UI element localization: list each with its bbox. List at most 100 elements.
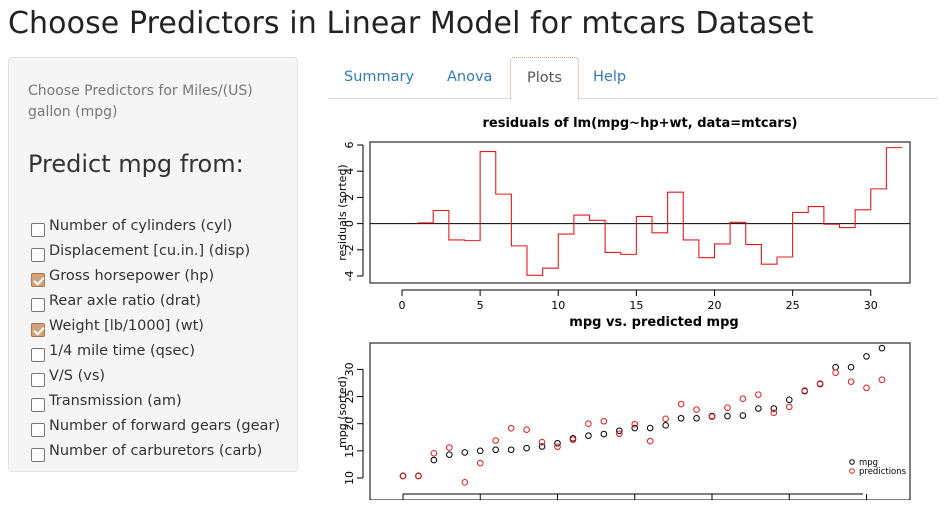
chart2-point-prediction [785, 403, 793, 411]
chart2-point-prediction [662, 415, 669, 423]
predictor-option-number-of-carburetors-carb[interactable]: Number of carburetors (carb) [31, 440, 262, 462]
chart2-point-prediction [724, 404, 731, 411]
predictor-checkbox[interactable] [31, 297, 45, 312]
chart1-residual-step-line [417, 147, 902, 276]
predictor-label: Number of carburetors (carb) [49, 443, 263, 459]
chart1-x-tick-label: 10 [551, 299, 565, 312]
chart2-point-mpg [492, 446, 499, 454]
predictor-option-transmission-am[interactable]: Transmission (am) [31, 390, 182, 412]
chart1-y-tick-label: 2 [343, 194, 356, 201]
chart2-point-mpg [554, 439, 561, 447]
chart2-y-tick-label: 25 [343, 390, 356, 404]
predictor-option-displacement-disp[interactable]: Displacement [cu.in.] (disp) [31, 240, 250, 262]
predictor-option-rear-axle-ratio-drat[interactable]: Rear axle ratio (drat) [31, 290, 201, 312]
chart2-point-prediction [523, 426, 530, 433]
chart2-legend-label: mpg [859, 458, 878, 468]
chart2-point-prediction [538, 438, 546, 446]
predictor-checkbox[interactable] [31, 422, 45, 437]
predictor-checkbox[interactable] [31, 447, 45, 462]
chart1-y-label: residuals (sorted) [336, 164, 349, 260]
chart2-point-mpg [476, 447, 484, 455]
chart1-x-tick-label: 5 [477, 299, 484, 312]
predictor-checkbox[interactable] [31, 347, 45, 362]
chart2-point-prediction [739, 395, 747, 403]
predictor-checkbox[interactable] [31, 272, 45, 287]
chart2-point-mpg [523, 444, 530, 452]
predict-heading: Predict mpg from: [28, 150, 244, 178]
predictor-label: Number of forward gears (gear) [49, 418, 281, 434]
predictor-option-gross-horsepower-hp[interactable]: Gross horsepower (hp) [31, 265, 214, 287]
chart1-x-tick-label: 20 [708, 299, 722, 312]
chart1-y-tick-label: 4 [343, 168, 356, 175]
chart1-x-tick-label: 25 [786, 299, 800, 312]
chart2-y-tick-label: 30 [343, 362, 356, 376]
chart2-point-prediction [554, 443, 561, 451]
chart2-point-prediction [863, 384, 870, 392]
page-title: Choose Predictors in Linear Model for mt… [8, 6, 814, 41]
chart2-point-prediction [755, 391, 762, 398]
chart1-y-tick-label: -4 [343, 271, 356, 282]
chart1-x-tick-label: 15 [629, 299, 643, 312]
sidebar-panel: Choose Predictors for Miles/(US) gallon … [8, 57, 298, 472]
chart2-y-tick-label: 10 [343, 471, 356, 485]
chart1-x-tick-label: 30 [864, 299, 878, 312]
chart2-legend-label: predictions [859, 467, 907, 477]
predictor-label: 1/4 mile time (qsec) [49, 343, 195, 359]
chart1-x-tick-label: 0 [399, 299, 406, 312]
chart2-point-prediction [770, 409, 778, 417]
chart2-legend-marker [849, 459, 855, 465]
chart2-legend-marker [849, 468, 855, 474]
chart2-point-prediction [492, 437, 499, 444]
tab-summary[interactable]: Summary [344, 69, 415, 85]
tab-help[interactable]: Help [593, 69, 627, 85]
chart2-point-prediction [616, 430, 623, 438]
chart2-frame [369, 342, 911, 500]
chart2-point-prediction [569, 436, 577, 444]
chart2-point-mpg [739, 412, 747, 419]
predictor-option-number-of-cylinders-cyl[interactable]: Number of cylinders (cyl) [31, 215, 232, 237]
predictor-label: Weight [lb/1000] (wt) [49, 318, 204, 334]
chart2-point-mpg [878, 344, 886, 352]
predictors-label: Choose Predictors for Miles/(US) gallon … [28, 83, 253, 120]
chart2-point-mpg [847, 363, 855, 371]
chart2-point-prediction [646, 437, 654, 445]
predictor-label: V/S (vs) [49, 368, 106, 384]
chart1-frame [369, 141, 911, 284]
chart2-y-tick-label: 20 [343, 417, 356, 431]
chart2-y-tick-label: 15 [343, 444, 356, 458]
chart2-point-mpg [770, 405, 778, 412]
predictor-checkbox[interactable] [31, 322, 45, 337]
chart2-point-prediction [446, 444, 453, 451]
predictor-checkbox[interactable] [31, 397, 45, 412]
predictor-checkbox[interactable] [31, 372, 45, 387]
chart2-point-mpg [832, 363, 839, 371]
chart2-point-prediction [693, 406, 700, 413]
chart2-point-mpg [538, 443, 546, 450]
predictor-label: Gross horsepower (hp) [49, 268, 215, 284]
chart2-point-mpg [631, 424, 639, 432]
chart2-point-prediction [708, 413, 716, 420]
tab-anova[interactable]: Anova [447, 69, 493, 85]
chart2-point-prediction [415, 472, 422, 480]
chart2-point-prediction [507, 425, 515, 432]
chart2-point-prediction [677, 400, 685, 408]
tab-plots[interactable]: Plots [510, 57, 579, 100]
chart2-point-prediction [878, 376, 886, 384]
chart2-point-mpg [600, 430, 608, 438]
chart2-point-prediction [801, 387, 809, 394]
chart2-point-mpg [507, 446, 515, 454]
chart2-point-prediction [585, 420, 592, 428]
chart2-point-mpg [430, 456, 438, 464]
chart2-point-prediction [430, 449, 438, 457]
predictor-option-v-s-vs[interactable]: V/S (vs) [31, 365, 105, 387]
predictor-label: Number of cylinders (cyl) [49, 218, 233, 234]
predictor-label: Displacement [cu.in.] (disp) [49, 243, 251, 259]
predictor-checkbox[interactable] [31, 247, 45, 262]
predictor-option-1-4-mile-time-qsec[interactable]: 1/4 mile time (qsec) [31, 340, 195, 362]
chart2-point-prediction [600, 417, 608, 425]
chart2-point-prediction [399, 472, 407, 480]
predictor-checkbox[interactable] [31, 222, 45, 237]
chart2-y-label: mpg (sorted) [336, 376, 349, 448]
predictor-option-weight-wt[interactable]: Weight [lb/1000] (wt) [31, 315, 204, 337]
predictor-option-number-of-forward-gears-gear[interactable]: Number of forward gears (gear) [31, 415, 280, 437]
